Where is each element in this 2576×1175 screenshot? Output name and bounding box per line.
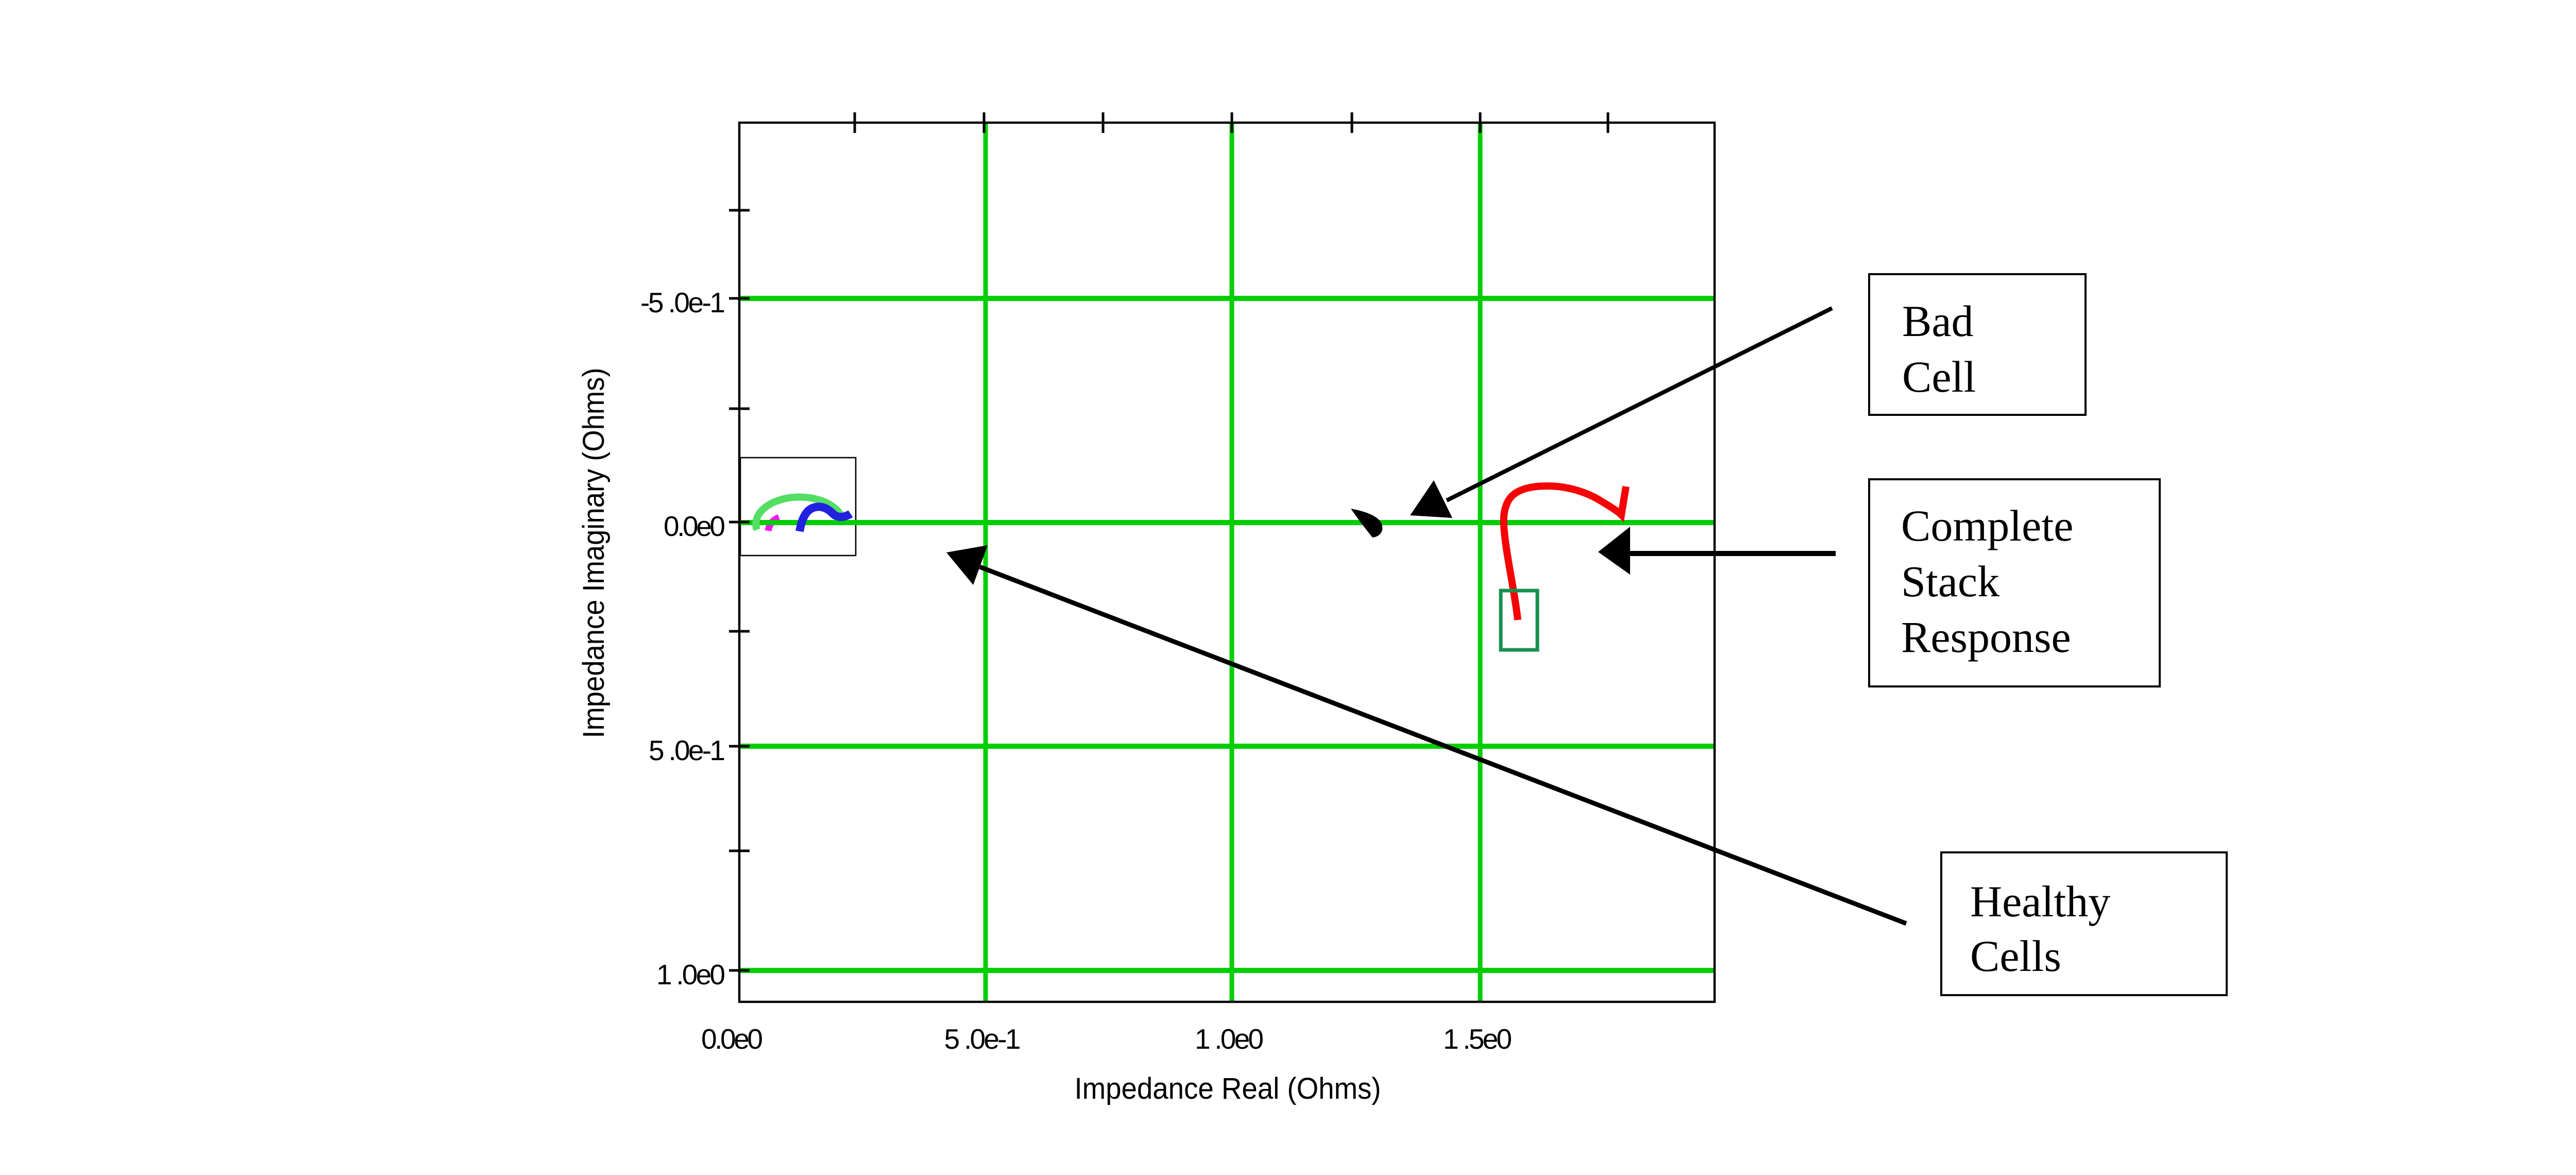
svg-text:5 .0e-1: 5 .0e-1 (944, 1023, 1021, 1055)
svg-text:Complete: Complete (1901, 501, 2073, 550)
svg-text:Bad: Bad (1902, 296, 1974, 346)
svg-text:0.0e0: 0.0e0 (701, 1023, 763, 1055)
svg-text:1 .0e0: 1 .0e0 (656, 959, 725, 991)
svg-text:5 .0e-1: 5 .0e-1 (649, 734, 725, 766)
svg-text:Impedance Imaginary (Ohms): Impedance Imaginary (Ohms) (577, 368, 611, 738)
svg-text:Healthy: Healthy (1970, 877, 2110, 926)
svg-text:Cells: Cells (1970, 931, 2061, 981)
svg-text:-5 .0e-1: -5 .0e-1 (640, 287, 725, 318)
svg-text:1 .5e0: 1 .5e0 (1443, 1023, 1512, 1055)
svg-text:Impedance Real (Ohms): Impedance Real (Ohms) (1075, 1072, 1381, 1105)
svg-text:Cell: Cell (1902, 352, 1976, 401)
svg-text:Stack: Stack (1901, 557, 1999, 606)
svg-text:Response: Response (1901, 612, 2071, 662)
svg-text:1 .0e0: 1 .0e0 (1195, 1023, 1264, 1055)
svg-text:0.0e0: 0.0e0 (664, 510, 725, 542)
